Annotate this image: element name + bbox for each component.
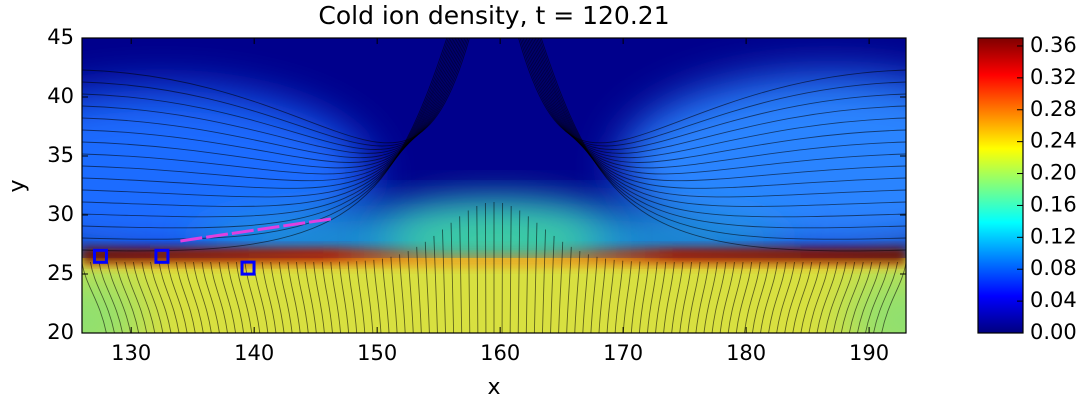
y-tick-label: 35 [47, 143, 74, 167]
x-tick-label: 160 [480, 341, 520, 365]
x-tick-label: 130 [111, 341, 151, 365]
marker [154, 248, 170, 264]
y-tick-label: 25 [47, 261, 74, 285]
x-tick-label: 180 [726, 341, 766, 365]
y-tick-label: 45 [47, 25, 74, 49]
x-tick-label: 190 [849, 341, 889, 365]
y-tick-label: 30 [47, 202, 74, 226]
colorbar-tick-label: 0.32 [1030, 65, 1077, 89]
colorbar-tick-label: 0.00 [1030, 320, 1077, 344]
colorbar-tick-label: 0.16 [1030, 192, 1077, 216]
chart-title: Cold ion density, t = 120.21 [318, 1, 669, 30]
colorbar-tick-label: 0.20 [1030, 161, 1077, 185]
marker [240, 260, 256, 276]
x-tick-label: 170 [603, 341, 643, 365]
marker [92, 248, 108, 264]
colorbar-tick-label: 0.28 [1030, 97, 1077, 121]
colorbar [977, 37, 1024, 334]
colorbar-tick-label: 0.24 [1030, 129, 1077, 153]
plot-frame [81, 37, 907, 334]
x-tick-label: 140 [234, 341, 274, 365]
x-tick-label: 150 [357, 341, 397, 365]
colorbar-tick-label: 0.04 [1030, 288, 1077, 312]
y-tick-label: 40 [47, 84, 74, 108]
x-axis-label: x [487, 375, 500, 400]
colorbar-tick-label: 0.08 [1030, 256, 1077, 280]
heatmap-field [82, 38, 906, 333]
colorbar-tick-label: 0.36 [1030, 33, 1077, 57]
colorbar-tick-label: 0.12 [1030, 224, 1077, 248]
y-axis-label: y [5, 179, 30, 192]
y-tick-label: 20 [47, 320, 74, 344]
